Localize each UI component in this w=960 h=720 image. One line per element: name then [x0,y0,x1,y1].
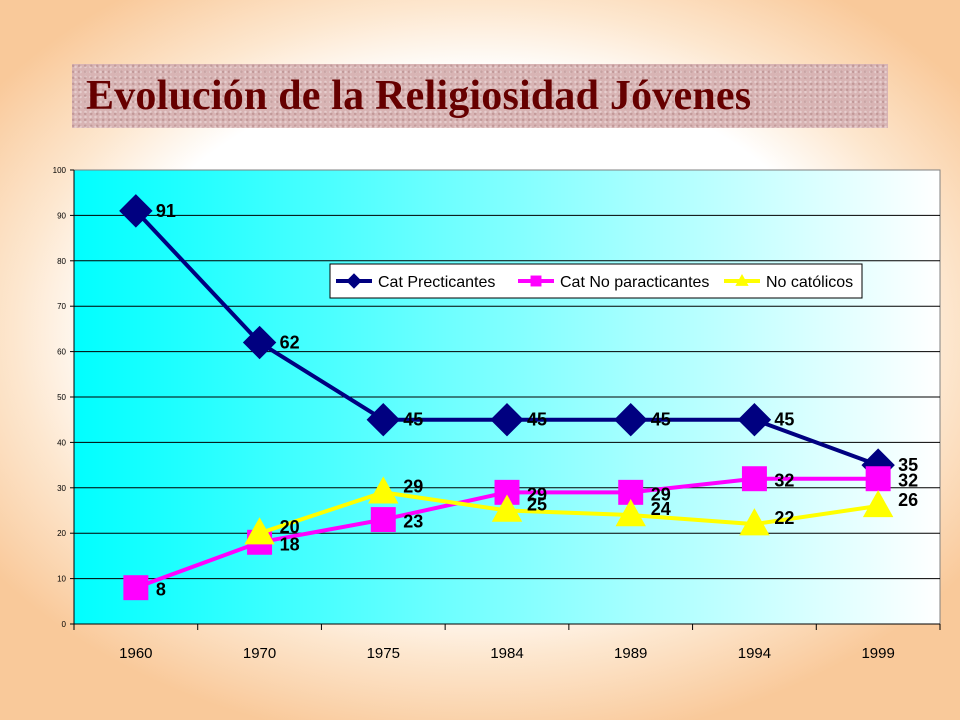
data-label: 24 [651,499,671,519]
data-point [739,508,770,536]
series-1 [119,194,895,482]
data-point [368,476,399,504]
data-label: 35 [898,455,918,475]
data-label: 62 [280,333,300,353]
legend-item: No católicos [724,274,853,291]
data-label: 22 [774,508,794,528]
data-label: 91 [156,201,176,221]
x-tick-label: 1994 [738,645,771,662]
y-tick-label: 100 [53,166,67,175]
data-label: 23 [403,512,423,532]
legend-item: Cat No paracticantes [518,274,709,291]
data-label: 8 [156,580,166,600]
series-3 [244,476,894,545]
data-point [119,194,153,228]
data-point [366,402,400,437]
data-label: 18 [280,534,300,554]
data-point [244,517,275,545]
data-label: 32 [898,471,918,491]
x-tick-label: 1960 [119,645,152,662]
y-tick-label: 80 [57,257,66,266]
data-label: 45 [527,410,547,430]
legend-label: Cat Precticantes [378,274,495,291]
data-point [615,499,646,527]
gridlines [74,214,940,580]
x-tick-label: 1989 [614,645,647,662]
x-tick-label: 1984 [490,645,523,662]
data-point [741,466,767,492]
data-label: 20 [280,517,300,537]
y-tick-label: 70 [57,302,66,311]
y-tick-label: 10 [57,575,66,584]
chart-title: Evolución de la Religiosidad Jóvenes [86,73,752,119]
series-layer [119,194,895,601]
y-tick-label: 90 [57,211,66,220]
y-tick-label: 0 [62,620,67,629]
y-tick-label: 30 [57,484,66,493]
legend-marker [530,275,542,287]
data-point [123,575,149,601]
y-tick-label: 40 [57,438,66,447]
data-label: 29 [651,484,671,504]
data-point [862,489,894,518]
data-label: 45 [774,410,794,430]
y-tick-label: 20 [57,529,66,538]
data-point [865,466,891,492]
data-label: 45 [651,410,671,430]
x-tick-label: 1970 [243,645,276,662]
data-point [242,325,277,360]
data-label: 29 [403,476,423,496]
data-label: 45 [403,410,423,430]
legend-marker [346,273,362,289]
y-tick-label: 60 [57,348,66,357]
legend-label: Cat No paracticantes [560,274,709,291]
legend: Cat Precticantes Cat No paracticantes No c… [329,263,863,299]
x-tick-label: 1999 [861,645,894,662]
data-label: 26 [898,490,918,510]
axes: 0 10 20 30 40 50 60 70 80 90 100 1960 1970 1975 1984 19… [53,166,941,662]
legend-marker [735,274,749,286]
data-label: 32 [774,471,794,491]
data-point [614,402,648,437]
legend-label: No católicos [766,274,853,291]
data-label: 25 [527,495,547,515]
data-point [370,507,396,533]
data-point [491,494,523,522]
legend-box [329,263,863,299]
legend-item: Cat Precticantes [336,273,495,291]
data-point [490,402,524,437]
y-tick-label: 50 [57,393,66,402]
data-point [737,402,772,437]
series-line [258,490,879,536]
title-bar: Evolución de la Religiosidad Jóvenes [72,64,888,128]
x-tick-label: 1975 [367,645,400,662]
data-label: 29 [527,484,547,504]
